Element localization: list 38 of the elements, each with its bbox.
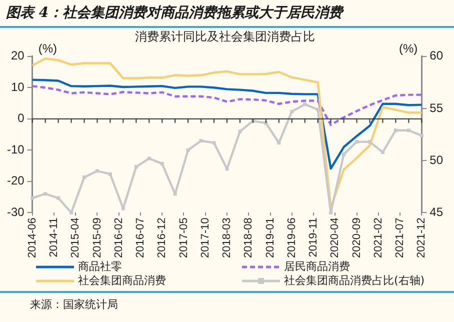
legend-label: 居民商品消费	[284, 259, 350, 274]
y-tick-label: 20	[10, 48, 25, 63]
x-tick-label: 2018-08	[242, 218, 255, 258]
y-axis-title: (%)	[38, 42, 58, 56]
x-tick-label: 2017-05	[178, 218, 190, 258]
source-note: 来源：国家统计局	[0, 291, 454, 312]
y2-tick-label: 50	[430, 152, 444, 167]
x-tick-label: 2016-07	[134, 218, 147, 258]
x-tick-label: 2019-11	[308, 218, 320, 258]
y2-tick-label: 55	[430, 100, 444, 115]
legend-label: 社会集团商品消费	[78, 273, 166, 288]
y2-tick-label: 45	[430, 204, 444, 219]
x-tick-label: 2021-07	[394, 218, 406, 258]
x-tick-label: 2020-04	[329, 218, 342, 258]
y2-axis-title: (%)	[398, 42, 418, 56]
chart-subtitle: 消费累计同比及社会集团消费占比	[135, 29, 315, 44]
x-tick-label: 2019-01	[264, 218, 276, 258]
y-tick-label: 0	[18, 111, 25, 126]
x-tick-label: 2016-02	[112, 218, 125, 258]
x-tick-label: 2019-06	[286, 218, 298, 258]
x-tick-label: 2014-11	[48, 218, 60, 258]
x-tick-label: 2016-12	[156, 218, 168, 258]
x-tick-label: 2018-03	[221, 218, 234, 258]
x-tick-label: 2017-10	[199, 218, 212, 258]
y-tick-label: 10	[10, 80, 25, 94]
legend-label: 商品社零	[78, 259, 122, 274]
y2-tick-label: 60	[430, 48, 444, 63]
x-tick-label: 2015-04	[70, 218, 82, 258]
y-tick-label: -30	[7, 204, 25, 219]
x-tick-label: 2015-09	[91, 218, 104, 258]
y-tick-label: -10	[7, 142, 25, 156]
x-tick-label: 2021-02	[372, 218, 384, 258]
legend-label: 社会集团商品消费占比(右轴)	[284, 273, 425, 288]
x-tick-label: 2021-12	[416, 218, 428, 258]
x-tick-label: 2014-06	[26, 218, 38, 258]
y-tick-label: -20	[7, 174, 25, 188]
chart-title: 图表 4：社会集团消费对商品消费拖累或大于居民消费	[0, 0, 454, 28]
x-tick-label: 2020-09	[350, 218, 363, 258]
